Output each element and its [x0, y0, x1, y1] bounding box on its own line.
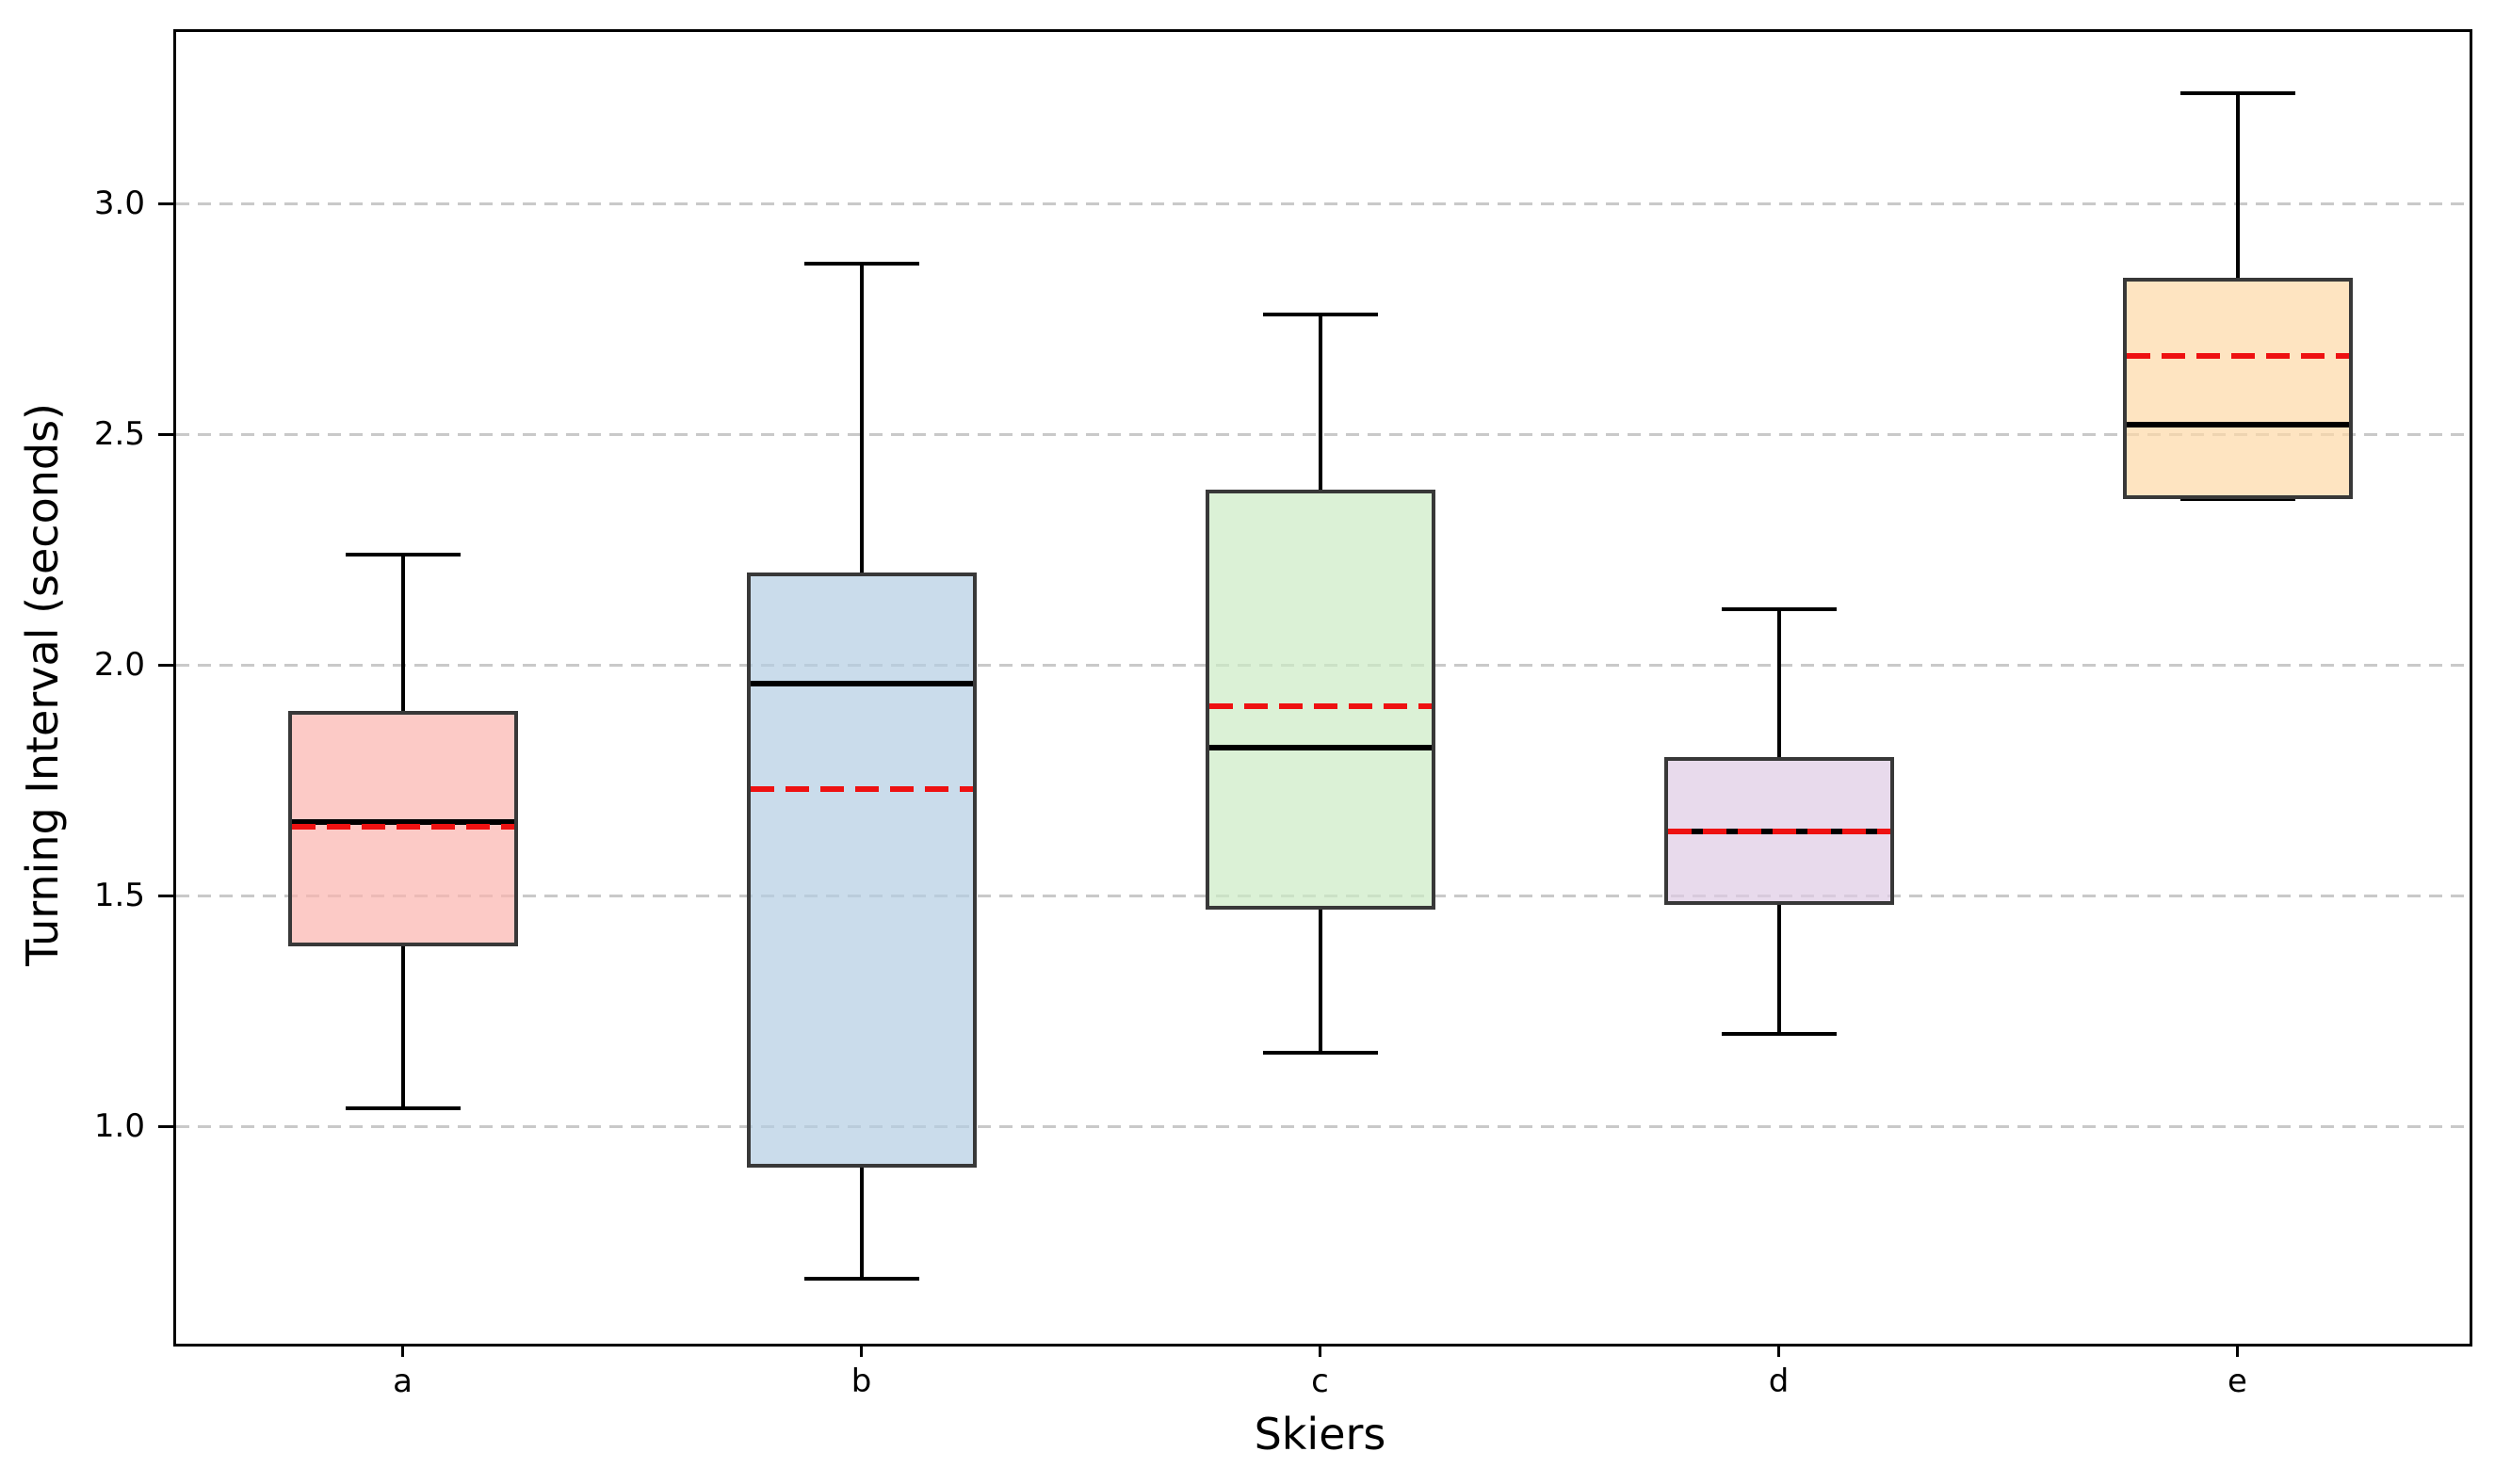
gridline-y-2.5 [176, 432, 2470, 436]
x-axis-label: Skiers [1254, 1409, 1386, 1460]
x-tick-mark-d [1777, 1344, 1780, 1357]
x-tick-label: b [851, 1363, 872, 1400]
whisker-upper-b [859, 263, 864, 573]
whisker-cap-upper-e [2179, 90, 2295, 95]
whisker-upper-d [1776, 609, 1781, 758]
y-tick-mark-2.0 [158, 663, 173, 667]
y-tick-mark-3.0 [158, 202, 173, 205]
mean-line-d [1667, 828, 1890, 834]
y-tick-label: 1.5 [93, 877, 145, 915]
whisker-upper-c [1318, 314, 1322, 490]
y-tick-label: 1.0 [93, 1107, 145, 1146]
x-tick-mark-b [860, 1344, 863, 1357]
median-line-c [1208, 745, 1432, 751]
mean-line-b [750, 786, 973, 793]
gridline-y-3.0 [176, 202, 2470, 205]
box-b [746, 573, 977, 1169]
x-tick-label: c [1311, 1363, 1329, 1400]
whisker-cap-lower-d [1721, 1032, 1837, 1037]
mean-line-e [2126, 352, 2349, 359]
whisker-upper-e [2235, 92, 2240, 278]
whisker-cap-upper-d [1721, 607, 1837, 612]
x-tick-label: a [393, 1363, 413, 1400]
y-tick-mark-1.0 [158, 1124, 173, 1128]
whisker-lower-d [1776, 904, 1781, 1035]
median-line-e [2126, 422, 2349, 428]
whisker-lower-b [859, 1168, 864, 1279]
y-tick-mark-1.5 [158, 894, 173, 897]
whisker-cap-upper-c [1262, 312, 1378, 316]
whisker-cap-upper-a [345, 552, 461, 556]
whisker-cap-lower-e [2179, 496, 2295, 501]
x-tick-label: e [2228, 1363, 2247, 1400]
median-line-a [291, 818, 514, 825]
gridline-y-1.0 [176, 1124, 2470, 1128]
y-tick-label: 2.0 [93, 646, 145, 685]
whisker-cap-lower-b [803, 1276, 919, 1281]
mean-line-c [1208, 703, 1432, 710]
y-tick-mark-2.5 [158, 432, 173, 436]
x-tick-mark-a [401, 1344, 404, 1357]
whisker-lower-a [400, 946, 405, 1108]
box-c [1205, 489, 1435, 910]
median-line-b [750, 680, 973, 686]
whisker-lower-c [1318, 909, 1322, 1053]
x-tick-mark-e [2236, 1344, 2239, 1357]
x-tick-label: d [1768, 1363, 1790, 1400]
whisker-cap-lower-c [1262, 1050, 1378, 1055]
x-tick-mark-c [1319, 1344, 1321, 1357]
mean-line-a [291, 823, 514, 830]
whisker-cap-upper-b [803, 261, 919, 266]
whisker-upper-a [400, 554, 405, 712]
y-tick-label: 3.0 [93, 185, 145, 223]
y-tick-label: 2.5 [93, 415, 145, 454]
box-e [2122, 277, 2353, 499]
whisker-cap-lower-a [345, 1105, 461, 1110]
